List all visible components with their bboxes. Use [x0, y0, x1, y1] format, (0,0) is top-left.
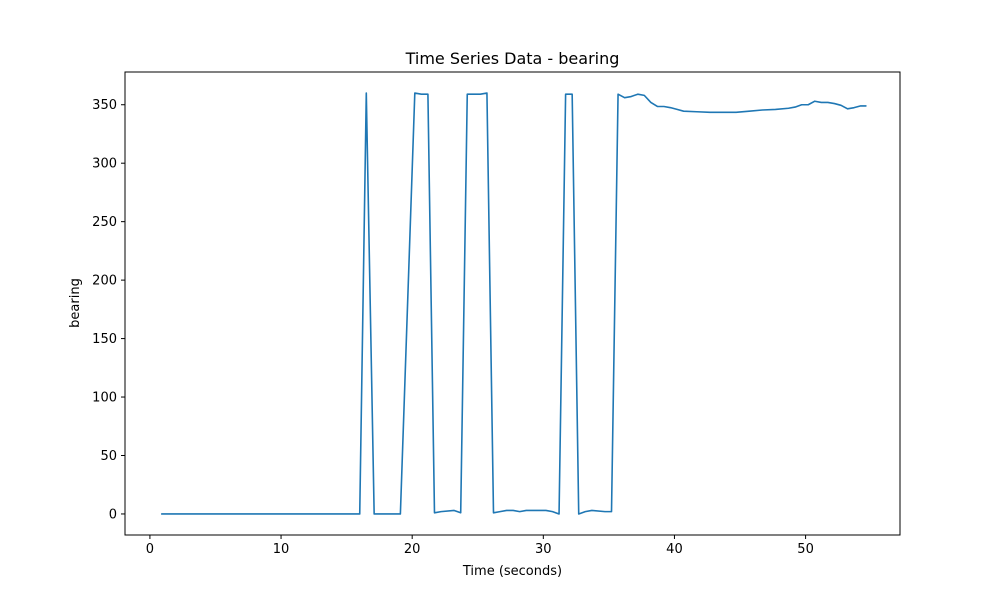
y-tick-label: 250 [92, 215, 117, 230]
x-tick-label: 50 [797, 542, 814, 557]
x-tick-label: 40 [666, 542, 683, 557]
plot-frame [124, 71, 901, 536]
x-tick-label: 10 [273, 542, 290, 557]
axis-ticks: 0 10 20 30 40 50 0 50 100 150 200 250 300 350 [92, 98, 814, 557]
x-tick-label: 30 [535, 542, 552, 557]
y-tick-label: 300 [92, 157, 117, 172]
chart-title: Time Series Data - bearing [405, 49, 620, 68]
y-tick-label: 0 [109, 507, 117, 522]
y-tick-label: 100 [92, 391, 117, 406]
plot-area [160, 92, 867, 515]
y-tick-label: 150 [92, 332, 117, 347]
x-tick-label: 0 [146, 542, 154, 557]
y-tick-label: 200 [92, 274, 117, 289]
y-tick-label: 350 [92, 98, 117, 113]
x-tick-label: 20 [404, 542, 421, 557]
x-axis-label: Time (seconds) [462, 564, 562, 579]
series-line-0 [160, 92, 867, 515]
y-tick-label: 50 [100, 449, 117, 464]
y-axis-label: bearing [68, 278, 83, 328]
